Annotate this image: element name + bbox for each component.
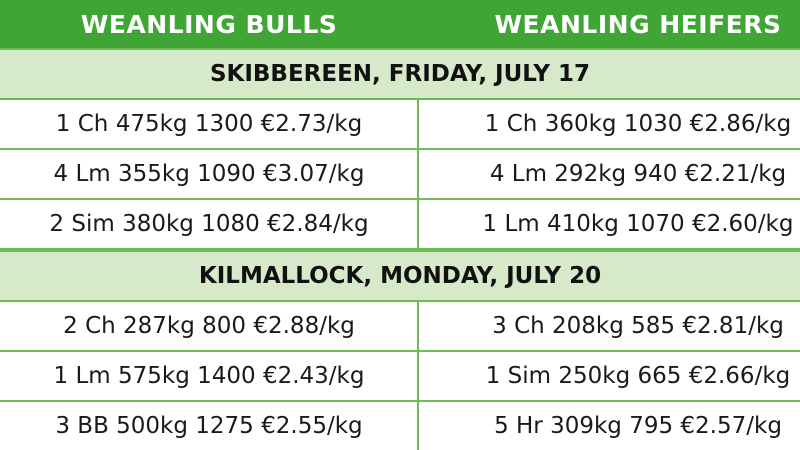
- column-header: WEANLING BULLS: [0, 0, 418, 48]
- sale-entry: 1 Ch 475kg 1300 €2.73/kg: [0, 100, 418, 150]
- section-title: SKIBBEREEN, FRIDAY, JULY 17: [0, 48, 800, 100]
- sale-entry: 2 Sim 380kg 1080 €2.84/kg: [0, 200, 418, 250]
- sale-entry: 4 Lm 355kg 1090 €3.07/kg: [0, 150, 418, 200]
- sale-entry: 1 Lm 410kg 1070 €2.60/kg: [418, 200, 800, 250]
- sale-entry: 4 Lm 292kg 940 €2.21/kg: [418, 150, 800, 200]
- column-divider: [417, 100, 419, 150]
- column-divider: [417, 150, 419, 200]
- column-divider: [417, 302, 419, 352]
- sale-entry: 3 Ch 208kg 585 €2.81/kg: [418, 302, 800, 352]
- column-header: WEANLING HEIFERS: [418, 0, 800, 48]
- column-divider: [417, 352, 419, 402]
- sale-entry: 2 Ch 287kg 800 €2.88/kg: [0, 302, 418, 352]
- column-divider: [417, 200, 419, 250]
- sale-entry: 1 Lm 575kg 1400 €2.43/kg: [0, 352, 418, 402]
- sale-entry: 1 Sim 250kg 665 €2.66/kg: [418, 352, 800, 402]
- sale-entry: 5 Hr 309kg 795 €2.57/kg: [418, 402, 800, 450]
- sale-entry: 1 Ch 360kg 1030 €2.86/kg: [418, 100, 800, 150]
- column-divider: [417, 402, 419, 450]
- section-title: KILMALLOCK, MONDAY, JULY 20: [0, 250, 800, 302]
- sale-entry: 3 BB 500kg 1275 €2.55/kg: [0, 402, 418, 450]
